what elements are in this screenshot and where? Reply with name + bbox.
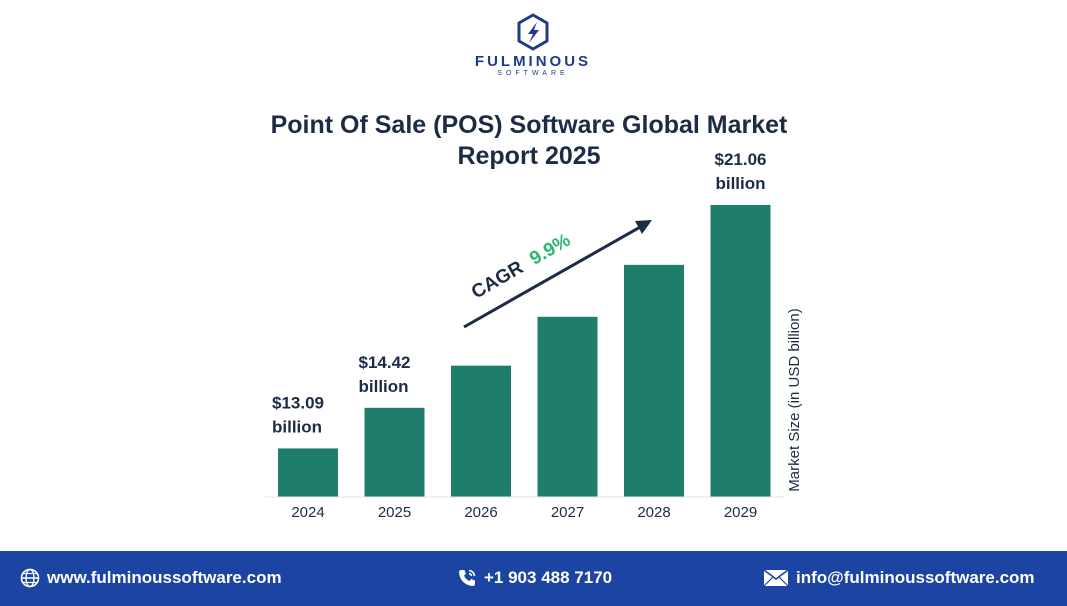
mail-icon	[763, 569, 789, 587]
x-tick-2025: 2025	[378, 504, 411, 521]
brand-subtitle: SOFTWARE	[497, 70, 569, 77]
data-label-unit: billion	[272, 417, 322, 436]
x-tick-2028: 2028	[637, 504, 670, 521]
cagr-annotation: CAGR 9.9%	[463, 220, 652, 329]
bar-2024	[278, 448, 338, 497]
bar-2028	[624, 264, 684, 497]
brand-name: FULMINOUS	[474, 53, 592, 70]
bar-2029	[710, 205, 771, 497]
cagr-arrow-head	[635, 220, 652, 234]
bar-2025	[364, 407, 425, 497]
bar-chart: 2024 2025 2026 2027 2028 2029 $13.09billion$1…	[265, 150, 803, 521]
logo-bolt-icon	[517, 13, 549, 51]
contact-footer: www.fulminoussoftware.com +1 903 488 717…	[0, 551, 1067, 606]
globe-icon	[20, 568, 40, 588]
brand-logo: FULMINOUS SOFTWARE	[470, 12, 596, 86]
bar-2027	[537, 316, 598, 497]
cagr-value: 9.9%	[526, 230, 574, 270]
x-tick-2024: 2024	[291, 504, 324, 521]
data-label-value: $14.42	[359, 353, 411, 372]
data-label-2024: $13.09 billion	[272, 393, 324, 436]
email-link[interactable]: info@fulminoussoftware.com	[763, 567, 1035, 589]
x-tick-2027: 2027	[551, 504, 584, 521]
cagr-text: CAGR 9.9%	[468, 230, 574, 304]
data-label-2029: $21.06 billion	[715, 150, 767, 193]
data-label-value: $21.06	[715, 150, 767, 169]
website-link[interactable]: www.fulminoussoftware.com	[20, 567, 282, 589]
cagr-arrow	[463, 224, 643, 329]
chart-title: Point Of Sale (POS) Software Global Mark…	[270, 111, 788, 170]
phone-link[interactable]: +1 903 488 7170	[457, 567, 612, 589]
website-text: www.fulminoussoftware.com	[47, 568, 282, 587]
x-tick-2029: 2029	[724, 504, 757, 521]
data-label-unit: billion	[359, 377, 409, 396]
x-tick-2026: 2026	[464, 504, 497, 521]
data-label-unit: billion	[715, 174, 765, 193]
data-label-value: $13.09	[272, 393, 324, 412]
phone-text: +1 903 488 7170	[484, 568, 613, 587]
y-axis-label: Market Size (in USD billion)	[786, 308, 803, 491]
bar-2026	[451, 365, 511, 497]
phone-icon	[459, 569, 476, 586]
email-text: info@fulminoussoftware.com	[796, 568, 1035, 587]
data-label-2025: $14.42 billion	[359, 353, 411, 396]
